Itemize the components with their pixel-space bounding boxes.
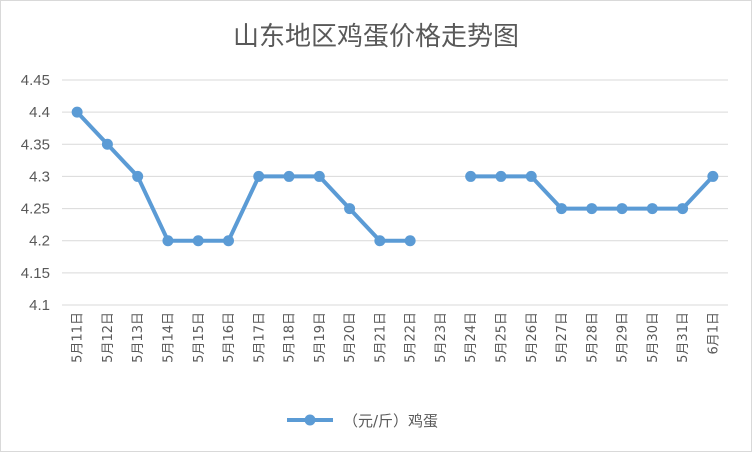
- y-tick-label: 4.35: [21, 136, 50, 153]
- data-point: [465, 170, 477, 182]
- y-tick-label: 4.1: [29, 297, 50, 314]
- data-point: [707, 170, 719, 182]
- x-tick-label: 5月21日: [373, 312, 388, 363]
- x-axis-ticks: 5月11日 5月12日 5月13日 5月14日 5月15日 5月16日 5月17日 5月18日…: [71, 312, 722, 363]
- chart-title: 山东地区鸡蛋价格走势图: [233, 22, 519, 52]
- legend-marker: [304, 414, 316, 426]
- gridlines: [62, 79, 728, 306]
- data-point: [71, 106, 83, 118]
- x-tick-label: 5月24日: [464, 312, 479, 363]
- y-tick-label: 4.45: [21, 72, 50, 89]
- x-tick-label: 5月14日: [162, 312, 177, 363]
- x-tick-label: 5月19日: [313, 312, 328, 363]
- x-tick-label: 5月28日: [585, 312, 600, 363]
- x-tick-label: 5月27日: [555, 312, 570, 363]
- x-tick-label: 5月11日: [71, 312, 86, 363]
- data-point: [192, 235, 204, 247]
- data-point: [101, 138, 113, 150]
- x-tick-label: 5月30日: [646, 312, 661, 363]
- data-point: [495, 170, 507, 182]
- data-point: [616, 203, 628, 215]
- data-point: [283, 170, 295, 182]
- data-point: [253, 170, 265, 182]
- legend: （元/斤）鸡蛋: [287, 412, 438, 430]
- x-tick-label: 5月25日: [495, 312, 510, 363]
- x-tick-label: 5月20日: [343, 312, 358, 363]
- x-tick-label: 5月29日: [616, 312, 631, 363]
- data-point: [525, 170, 537, 182]
- x-tick-label: 5月31日: [676, 312, 691, 363]
- y-tick-label: 4.4: [29, 104, 50, 121]
- series-line: [75, 110, 413, 243]
- x-tick-label: 5月13日: [131, 312, 146, 363]
- x-tick-label: 5月15日: [192, 312, 207, 363]
- x-tick-label: 5月12日: [101, 312, 116, 363]
- data-point: [404, 235, 416, 247]
- x-tick-label: 6月1日: [706, 312, 721, 355]
- data-point: [162, 235, 174, 247]
- x-tick-label: 5月18日: [283, 312, 298, 363]
- y-tick-label: 4.15: [21, 265, 50, 282]
- y-tick-label: 4.25: [21, 201, 50, 218]
- x-tick-label: 5月16日: [222, 312, 237, 363]
- x-tick-label: 5月22日: [404, 312, 419, 363]
- data-point: [223, 235, 234, 247]
- y-tick-label: 4.3: [29, 168, 50, 185]
- data-point: [677, 203, 689, 215]
- data-point: [586, 203, 598, 215]
- legend-label: （元/斤）鸡蛋: [343, 412, 438, 430]
- x-tick-label: 5月23日: [434, 312, 449, 363]
- x-tick-label: 5月26日: [525, 312, 540, 363]
- x-tick-label: 5月17日: [252, 312, 267, 363]
- data-point: [646, 203, 658, 215]
- series-layer: [71, 106, 719, 247]
- y-axis-ticks: 4.1 4.15 4.2 4.25 4.3 4.35 4.4 4.45: [21, 72, 50, 314]
- data-point: [374, 235, 386, 247]
- data-point: [313, 170, 325, 182]
- data-point: [132, 170, 144, 182]
- data-point: [344, 203, 356, 215]
- data-point: [556, 203, 567, 215]
- y-tick-label: 4.2: [29, 233, 50, 250]
